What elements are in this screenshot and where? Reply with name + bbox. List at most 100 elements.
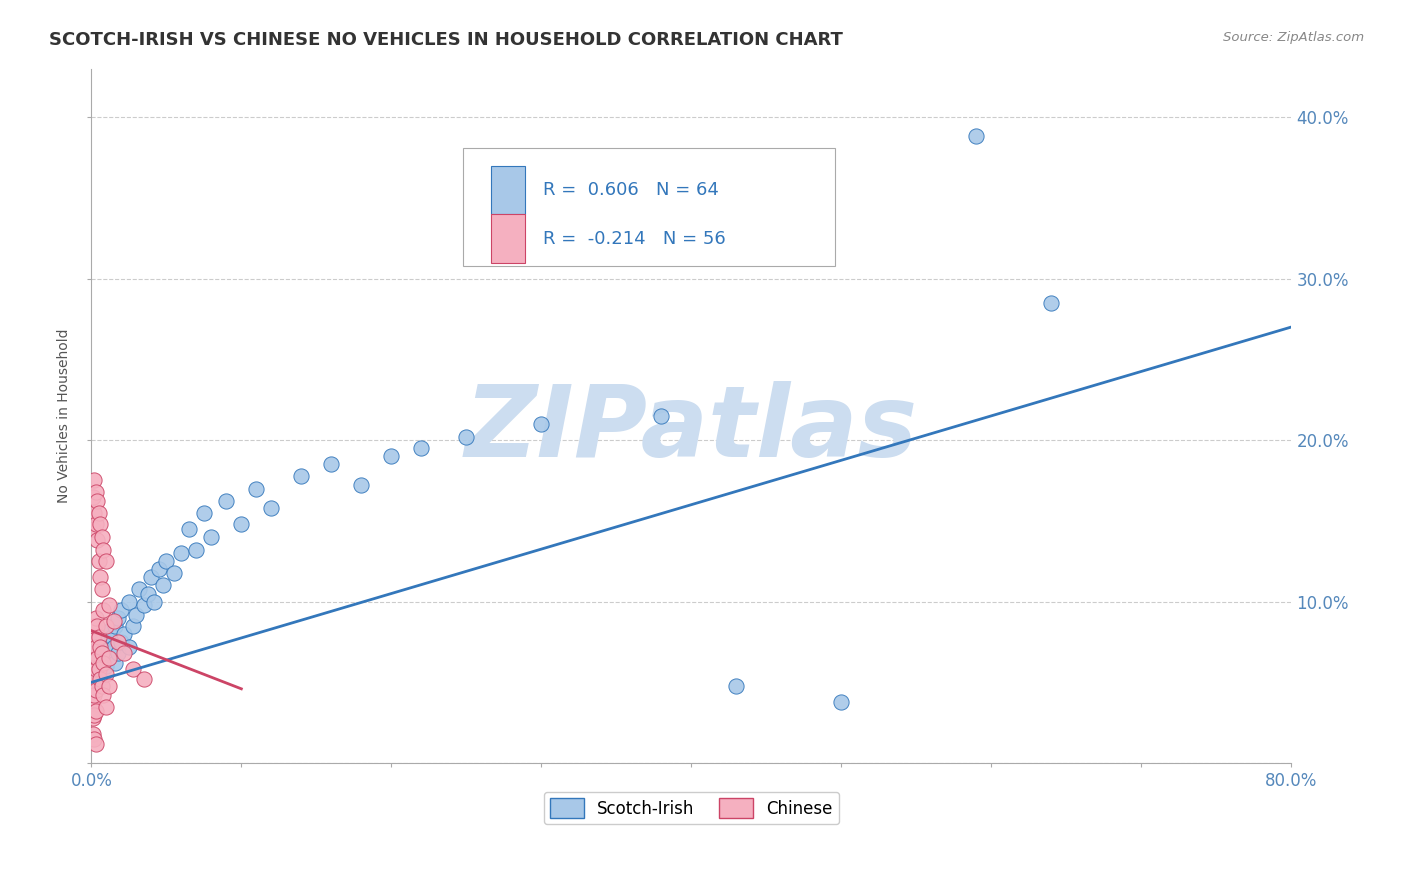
Point — [107, 611, 129, 625]
Point — [84, 640, 107, 654]
Point — [83, 506, 105, 520]
Point — [89, 672, 111, 686]
Point — [90, 646, 112, 660]
Point — [83, 659, 105, 673]
Point — [152, 578, 174, 592]
Point — [103, 614, 125, 628]
Point — [90, 582, 112, 596]
Point — [82, 490, 104, 504]
Point — [86, 651, 108, 665]
Point — [110, 602, 132, 616]
Point — [83, 646, 105, 660]
Point — [725, 679, 748, 693]
Point — [86, 533, 108, 548]
Point — [125, 607, 148, 622]
Point — [107, 635, 129, 649]
Point — [89, 662, 111, 676]
FancyBboxPatch shape — [491, 214, 524, 263]
Point — [96, 659, 118, 673]
Point — [83, 707, 105, 722]
Point — [89, 635, 111, 649]
Point — [82, 630, 104, 644]
Point — [1040, 295, 1063, 310]
Point — [101, 630, 124, 644]
Point — [84, 646, 107, 660]
Point — [148, 562, 170, 576]
Point — [91, 542, 114, 557]
Point — [98, 624, 121, 638]
Point — [163, 566, 186, 580]
Point — [96, 554, 118, 568]
Point — [87, 643, 110, 657]
Point — [83, 662, 105, 676]
Point — [122, 619, 145, 633]
Text: R =  -0.214   N = 56: R = -0.214 N = 56 — [543, 230, 725, 248]
Point — [321, 457, 343, 471]
Point — [94, 651, 117, 665]
Point — [82, 675, 104, 690]
Point — [82, 651, 104, 665]
Point — [155, 554, 177, 568]
Point — [82, 656, 104, 670]
Point — [83, 619, 105, 633]
Point — [132, 598, 155, 612]
Point — [83, 474, 105, 488]
Point — [86, 667, 108, 681]
Point — [91, 640, 114, 654]
Point — [83, 731, 105, 746]
Point — [97, 643, 120, 657]
Point — [98, 679, 121, 693]
Point — [118, 594, 141, 608]
FancyBboxPatch shape — [464, 148, 835, 267]
Point — [650, 409, 672, 423]
Point — [245, 482, 267, 496]
Point — [90, 679, 112, 693]
Point — [86, 640, 108, 654]
Point — [87, 630, 110, 644]
Point — [84, 683, 107, 698]
Point — [84, 611, 107, 625]
Point — [112, 646, 135, 660]
Point — [110, 635, 132, 649]
Point — [89, 570, 111, 584]
Point — [91, 656, 114, 670]
Point — [89, 517, 111, 532]
Point — [380, 449, 402, 463]
Point — [96, 635, 118, 649]
Point — [104, 619, 127, 633]
Point — [530, 417, 553, 431]
Point — [143, 594, 166, 608]
Text: R =  0.606   N = 64: R = 0.606 N = 64 — [543, 181, 718, 199]
Point — [87, 651, 110, 665]
Point — [84, 517, 107, 532]
Point — [104, 656, 127, 670]
Point — [193, 506, 215, 520]
Point — [350, 478, 373, 492]
Point — [82, 711, 104, 725]
Point — [86, 619, 108, 633]
Legend: Scotch-Irish, Chinese: Scotch-Irish, Chinese — [544, 792, 839, 824]
Point — [830, 695, 852, 709]
Point — [260, 500, 283, 515]
Point — [84, 656, 107, 670]
Y-axis label: No Vehicles in Household: No Vehicles in Household — [58, 328, 72, 503]
Point — [84, 484, 107, 499]
Point — [128, 582, 150, 596]
Point — [84, 705, 107, 719]
Point — [87, 506, 110, 520]
Point — [91, 688, 114, 702]
Text: Source: ZipAtlas.com: Source: ZipAtlas.com — [1223, 31, 1364, 45]
Point — [231, 517, 253, 532]
Point — [112, 627, 135, 641]
Text: SCOTCH-IRISH VS CHINESE NO VEHICLES IN HOUSEHOLD CORRELATION CHART: SCOTCH-IRISH VS CHINESE NO VEHICLES IN H… — [49, 31, 844, 49]
Point — [456, 430, 478, 444]
Point — [96, 667, 118, 681]
Point — [96, 699, 118, 714]
Point — [200, 530, 222, 544]
Text: ZIPatlas: ZIPatlas — [465, 381, 918, 478]
Point — [90, 656, 112, 670]
Point — [90, 646, 112, 660]
Point — [98, 651, 121, 665]
FancyBboxPatch shape — [491, 166, 524, 214]
Point — [90, 530, 112, 544]
